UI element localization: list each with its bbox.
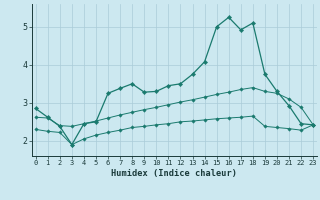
X-axis label: Humidex (Indice chaleur): Humidex (Indice chaleur) (111, 169, 237, 178)
